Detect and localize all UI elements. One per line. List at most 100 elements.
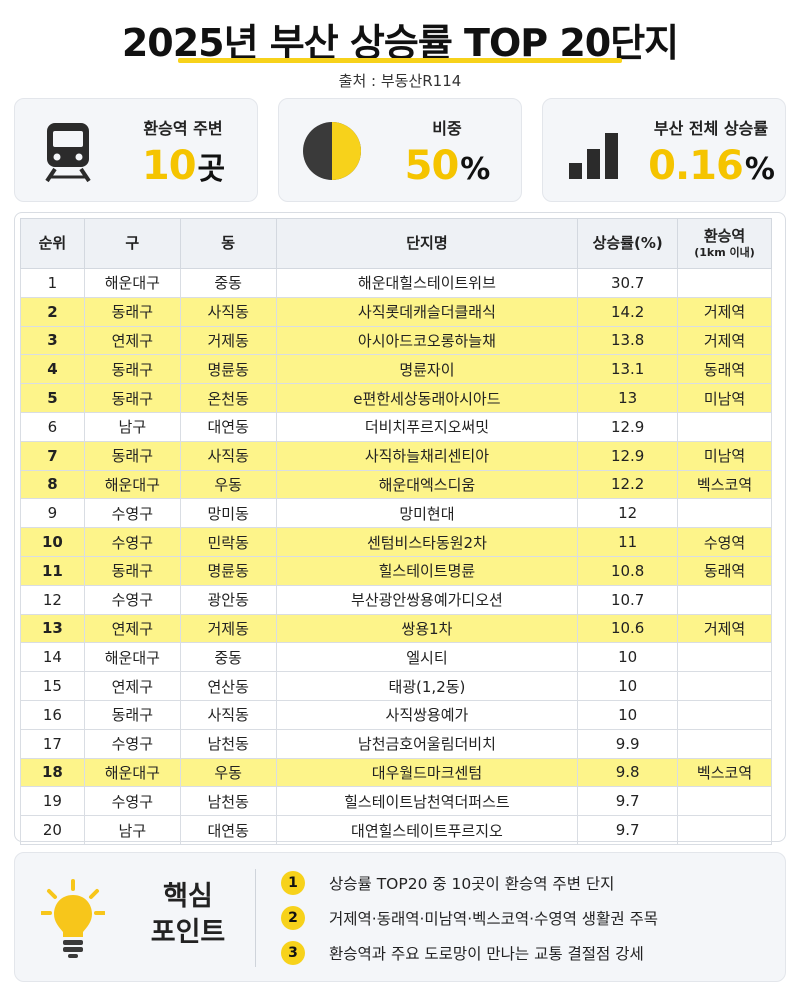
cell-dong: 중동 [179, 268, 277, 298]
stat-label: 부산 전체 상승률 [653, 119, 769, 138]
cell-rank: 6 [20, 411, 85, 442]
cell-complex-name: 힐스테이트남천역더퍼스트 [275, 786, 579, 817]
cell-dong: 연산동 [179, 671, 277, 701]
table-row: 1 해운대구 중동 해운대힐스테이트위브 30.7 [20, 268, 772, 298]
cell-rate: 30.7 [577, 268, 679, 298]
cell-rate: 11 [577, 527, 679, 557]
cell-station [677, 699, 772, 730]
cell-complex-name: 대우월드마크센텀 [275, 757, 579, 788]
header-rate: 상승률(%) [577, 218, 679, 269]
header-complex-name: 단지명 [275, 218, 579, 269]
key-point-text: 상승률 TOP20 중 10곳이 환승역 주변 단지 [329, 875, 615, 893]
cell-station: 미남역 [677, 383, 772, 413]
cell-dong: 사직동 [179, 440, 277, 471]
table-header-row: 순위 구 동 단지명 상승률(%) 환승역 (1km 이내) [20, 218, 772, 269]
cell-complex-name: 아시아드코오롱하늘채 [275, 325, 579, 356]
table-row: 5 동래구 온천동 e편한세상동래아시아드 13 미남역 [20, 383, 772, 413]
cell-rank: 3 [20, 325, 85, 356]
cell-rate: 12.9 [577, 440, 679, 471]
table-row: 20 남구 대연동 대연힐스테이트푸르지오 9.7 [20, 815, 772, 845]
cell-station: 벡스코역 [677, 469, 772, 500]
cell-station: 거제역 [677, 613, 772, 644]
header-station: 환승역 (1km 이내) [677, 218, 772, 269]
cell-station [677, 411, 772, 442]
cell-complex-name: 명륜자이 [275, 354, 579, 385]
cell-rank: 5 [20, 383, 85, 413]
cell-station [677, 642, 772, 673]
ranking-table-container: 순위 구 동 단지명 상승률(%) 환승역 (1km 이내) 1 해운대구 중동 해운대… [14, 212, 786, 845]
cell-rate: 13.8 [577, 325, 679, 356]
cell-rate: 10 [577, 699, 679, 730]
table-row: 15 연제구 연산동 태광(1,2동) 10 [20, 671, 772, 701]
table-row: 18 해운대구 우동 대우월드마크센텀 9.8 벡스코역 [20, 757, 772, 788]
lightbulb-icon [41, 879, 105, 958]
cell-station: 거제역 [677, 325, 772, 356]
table-row: 8 해운대구 우동 해운대엑스디움 12.2 벡스코역 [20, 469, 772, 500]
cell-rank: 16 [20, 699, 85, 730]
cell-complex-name: 부산광안쌍용예가디오션 [275, 584, 579, 615]
cell-gu: 해운대구 [83, 469, 181, 500]
cell-rank: 17 [20, 728, 85, 759]
cell-dong: 대연동 [179, 411, 277, 442]
cell-station [677, 815, 772, 845]
key-point-item: 3 환승역과 주요 도로망이 만나는 교통 결절점 강세 [281, 939, 644, 967]
cell-rank: 20 [20, 815, 85, 845]
cell-complex-name: 망미현대 [275, 498, 579, 529]
cell-rate: 9.7 [577, 786, 679, 817]
cell-gu: 연제구 [83, 613, 181, 644]
cell-dong: 망미동 [179, 498, 277, 529]
key-point-number: 1 [281, 871, 305, 895]
cell-gu: 수영구 [83, 728, 181, 759]
cell-rate: 10.6 [577, 613, 679, 644]
cell-dong: 명륜동 [179, 354, 277, 385]
cell-gu: 해운대구 [83, 268, 181, 298]
cell-gu: 수영구 [83, 498, 181, 529]
cell-dong: 우동 [179, 469, 277, 500]
cell-station [677, 671, 772, 701]
cell-gu: 수영구 [83, 584, 181, 615]
cell-complex-name: 센텀비스타동원2차 [275, 527, 579, 557]
cell-station: 수영역 [677, 527, 772, 557]
train-icon [45, 123, 91, 183]
page-title: 2025년 부산 상승률 TOP 20단지 [121, 21, 679, 65]
table-row: 17 수영구 남천동 남천금호어울림더비치 9.9 [20, 728, 772, 759]
cell-dong: 사직동 [179, 296, 277, 327]
cell-gu: 남구 [83, 411, 181, 442]
cell-rate: 12 [577, 498, 679, 529]
cell-complex-name: 힐스테이트명륜 [275, 555, 579, 586]
cell-rank: 1 [20, 268, 85, 298]
key-points-title: 핵심 포인트 [150, 881, 226, 949]
stat-cards: 환승역 주변 10곳 비중 50% 부산 전체 상승률 0.16% [14, 98, 786, 202]
cell-dong: 사직동 [179, 699, 277, 730]
cell-rank: 2 [20, 296, 85, 327]
cell-rate: 9.8 [577, 757, 679, 788]
key-point-item: 2 거제역·동래역·미남역·벡스코역·수영역 생활권 주목 [281, 904, 658, 932]
table-row: 12 수영구 광안동 부산광안쌍용예가디오션 10.7 [20, 584, 772, 615]
cell-rank: 11 [20, 555, 85, 586]
cell-gu: 수영구 [83, 527, 181, 557]
header-gu: 구 [83, 218, 181, 269]
cell-gu: 해운대구 [83, 757, 181, 788]
cell-rank: 19 [20, 786, 85, 817]
cell-gu: 수영구 [83, 786, 181, 817]
table-row: 2 동래구 사직동 사직롯데캐슬더클래식 14.2 거제역 [20, 296, 772, 327]
cell-dong: 남천동 [179, 728, 277, 759]
cell-dong: 대연동 [179, 815, 277, 845]
cell-gu: 동래구 [83, 383, 181, 413]
cell-gu: 동래구 [83, 440, 181, 471]
cell-rate: 9.9 [577, 728, 679, 759]
cell-dong: 명륜동 [179, 555, 277, 586]
stat-value: 0.16% [648, 143, 775, 189]
cell-rate: 13.1 [577, 354, 679, 385]
table-row: 7 동래구 사직동 사직하늘채리센티아 12.9 미남역 [20, 440, 772, 471]
ranking-table: 순위 구 동 단지명 상승률(%) 환승역 (1km 이내) 1 해운대구 중동 해운대… [20, 218, 772, 845]
key-point-text: 거제역·동래역·미남역·벡스코역·수영역 생활권 주목 [329, 910, 659, 928]
cell-rate: 13 [577, 383, 679, 413]
cell-rank: 13 [20, 613, 85, 644]
cell-dong: 민락동 [179, 527, 277, 557]
cell-dong: 중동 [179, 642, 277, 673]
cell-gu: 남구 [83, 815, 181, 845]
cell-gu: 동래구 [83, 555, 181, 586]
stat-value: 10곳 [141, 143, 225, 189]
table-row: 6 남구 대연동 더비치푸르지오써밋 12.9 [20, 411, 772, 442]
